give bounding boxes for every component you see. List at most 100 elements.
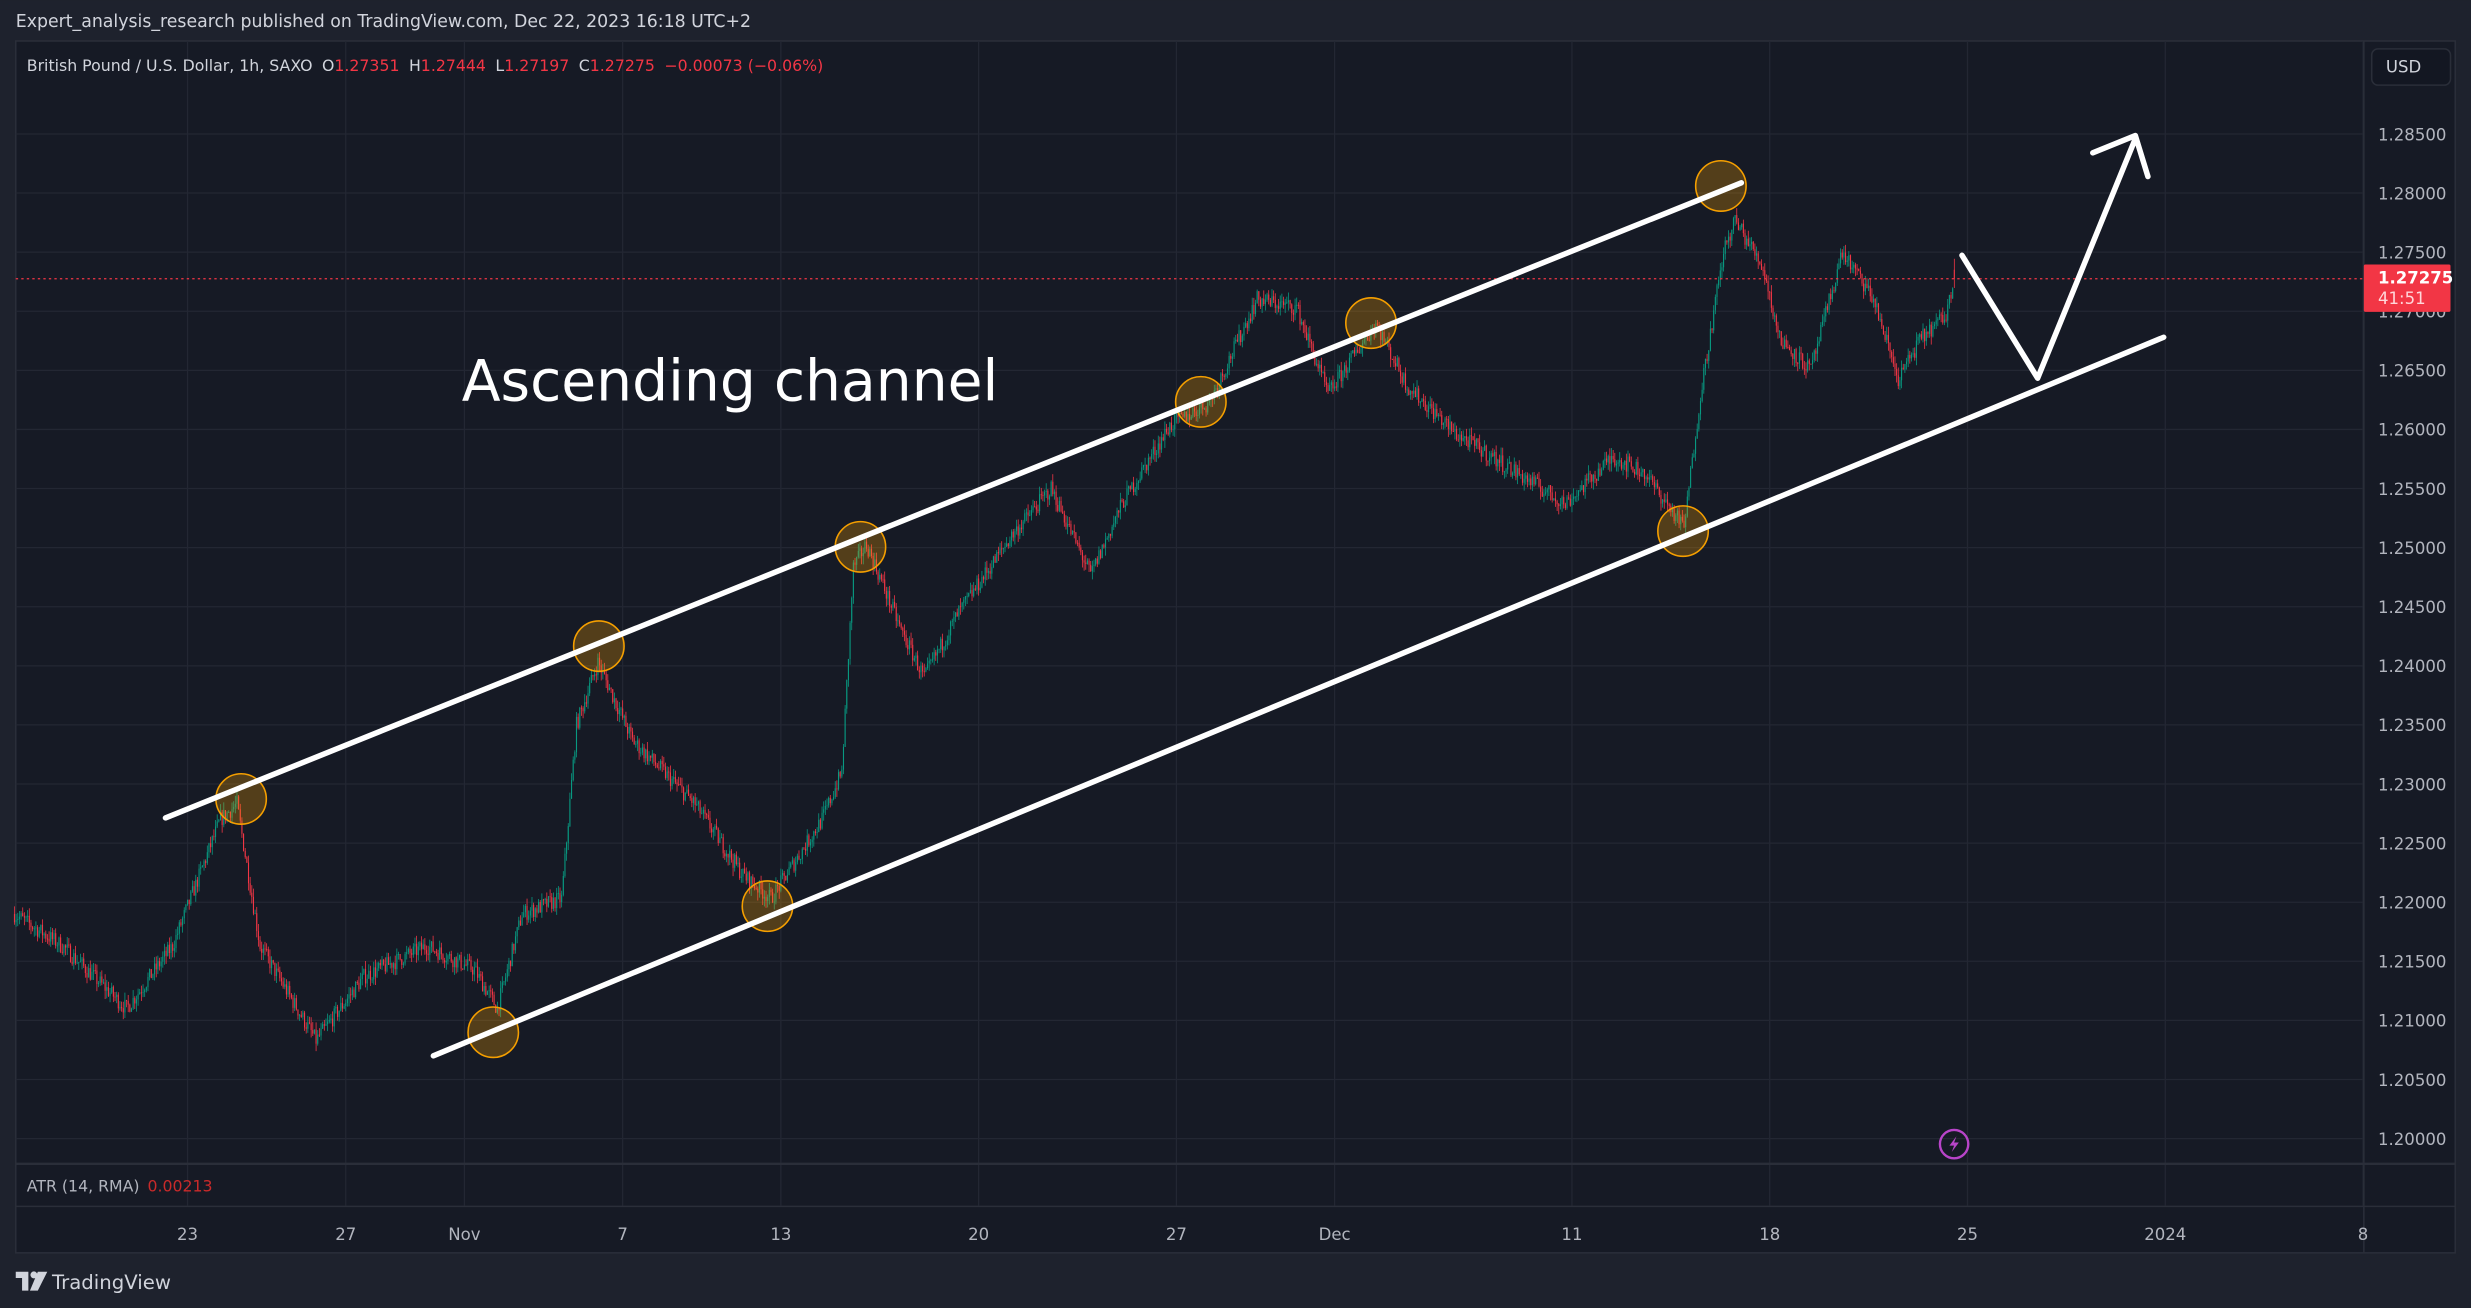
candle-body xyxy=(768,889,770,898)
candle-body xyxy=(1830,293,1832,300)
candle-body xyxy=(1820,324,1822,342)
candle-body xyxy=(1721,267,1723,271)
candle-body xyxy=(549,896,551,898)
candle-body xyxy=(1128,486,1130,489)
candle-body xyxy=(1355,349,1357,354)
candle-body xyxy=(1121,500,1123,502)
candle-body xyxy=(1039,494,1041,512)
candle-body xyxy=(1446,418,1448,420)
candle-body xyxy=(1541,491,1543,497)
candle-body xyxy=(1386,340,1388,342)
candle-body xyxy=(1858,268,1860,271)
candle-body xyxy=(1950,294,1952,299)
candle-body xyxy=(729,850,731,858)
candle-body xyxy=(931,659,934,661)
time-tick-label: 2024 xyxy=(2144,1225,2186,1244)
price-tick-label: 1.22000 xyxy=(2378,894,2446,913)
candle-body xyxy=(1172,429,1174,431)
candle-body xyxy=(275,968,278,977)
candle-body xyxy=(1952,288,1954,299)
candle-body xyxy=(1306,332,1308,341)
candle-body xyxy=(1784,339,1786,349)
candle-body xyxy=(1836,269,1838,283)
candle-body xyxy=(631,731,634,738)
candle-body xyxy=(1680,516,1682,525)
channel-lower-line[interactable] xyxy=(430,334,2167,1059)
candle-body xyxy=(1362,342,1364,349)
candle-body xyxy=(1643,469,1646,479)
candle-body xyxy=(338,1010,340,1017)
candle-body xyxy=(739,862,741,878)
candle-body xyxy=(1823,316,1825,322)
candle-body xyxy=(961,602,963,607)
candle-body xyxy=(577,716,579,728)
candle-body xyxy=(1668,504,1670,506)
candle-body xyxy=(607,680,609,691)
candle-body xyxy=(1169,422,1171,435)
candle-body xyxy=(490,990,492,992)
candle-body xyxy=(330,1018,332,1020)
candle-body xyxy=(1596,478,1598,481)
candle-body xyxy=(511,943,513,967)
currency-button[interactable] xyxy=(2370,48,2452,86)
candle-body xyxy=(335,1006,337,1009)
candle-body xyxy=(1241,335,1243,343)
candle-body xyxy=(1164,428,1166,441)
annotation-text[interactable]: Ascending channel xyxy=(462,348,999,414)
candle-body xyxy=(780,875,782,891)
candle-body xyxy=(1884,334,1886,340)
candle-body xyxy=(753,884,756,889)
candle-body xyxy=(894,601,896,607)
candle-body xyxy=(97,982,100,984)
time-axis[interactable]: 23 27 Nov 7 13 20 27 Dec 11 18 25 2024 8 xyxy=(177,1225,2368,1244)
tradingview-logo[interactable]: TradingView xyxy=(15,1271,171,1294)
candle-body xyxy=(655,762,657,765)
candle-body xyxy=(1691,457,1693,468)
channel-upper-line[interactable] xyxy=(162,180,1745,821)
lightning-icon[interactable] xyxy=(1938,1128,1970,1160)
candle-body xyxy=(542,899,545,901)
candle-body xyxy=(1513,464,1515,474)
candle-body xyxy=(1228,355,1230,369)
candle-body xyxy=(1551,492,1553,501)
candle-body xyxy=(1597,468,1599,481)
candle-body xyxy=(737,862,739,864)
candle-body xyxy=(1136,482,1138,489)
candle-body xyxy=(1342,370,1344,382)
candle-body xyxy=(1388,340,1390,348)
candle-body xyxy=(483,986,485,992)
drawings[interactable] xyxy=(162,132,2167,1059)
candle-body xyxy=(427,953,429,955)
candle-body xyxy=(1037,509,1039,512)
candle-body xyxy=(930,659,932,661)
candle-body xyxy=(1808,360,1810,364)
candle-body xyxy=(562,876,564,895)
candle-body xyxy=(556,893,558,909)
candle-body xyxy=(1488,457,1491,462)
price-axis[interactable]: 1.285001.280001.275001.270001.265001.260… xyxy=(2378,125,2446,1149)
candle-body xyxy=(951,620,953,622)
candle-body xyxy=(1376,323,1379,326)
candle-body xyxy=(664,766,667,778)
candle-body xyxy=(605,673,607,681)
candle-body xyxy=(1594,474,1596,479)
candle-body xyxy=(918,670,920,673)
candle-body xyxy=(861,548,863,557)
candle-body xyxy=(463,964,465,969)
candle-body xyxy=(1325,381,1327,386)
symbol-legend[interactable]: British Pound / U.S. Dollar, 1h, SAXO O1.… xyxy=(27,56,823,75)
candle-body xyxy=(1546,489,1548,493)
candle-body xyxy=(1317,363,1319,369)
candle-body xyxy=(1322,372,1324,374)
candle-body xyxy=(856,557,858,565)
candle-body xyxy=(928,660,930,664)
candle-body xyxy=(1139,478,1141,482)
chart-frame xyxy=(14,40,2457,1254)
atr-legend[interactable]: ATR (14, RMA) 0.00213 xyxy=(27,1176,213,1195)
forecast-path-arrow[interactable] xyxy=(1959,135,2139,381)
candle-body xyxy=(1001,548,1003,550)
candle-body xyxy=(844,708,846,747)
candle-body xyxy=(1536,477,1538,479)
candle-body xyxy=(709,817,711,829)
